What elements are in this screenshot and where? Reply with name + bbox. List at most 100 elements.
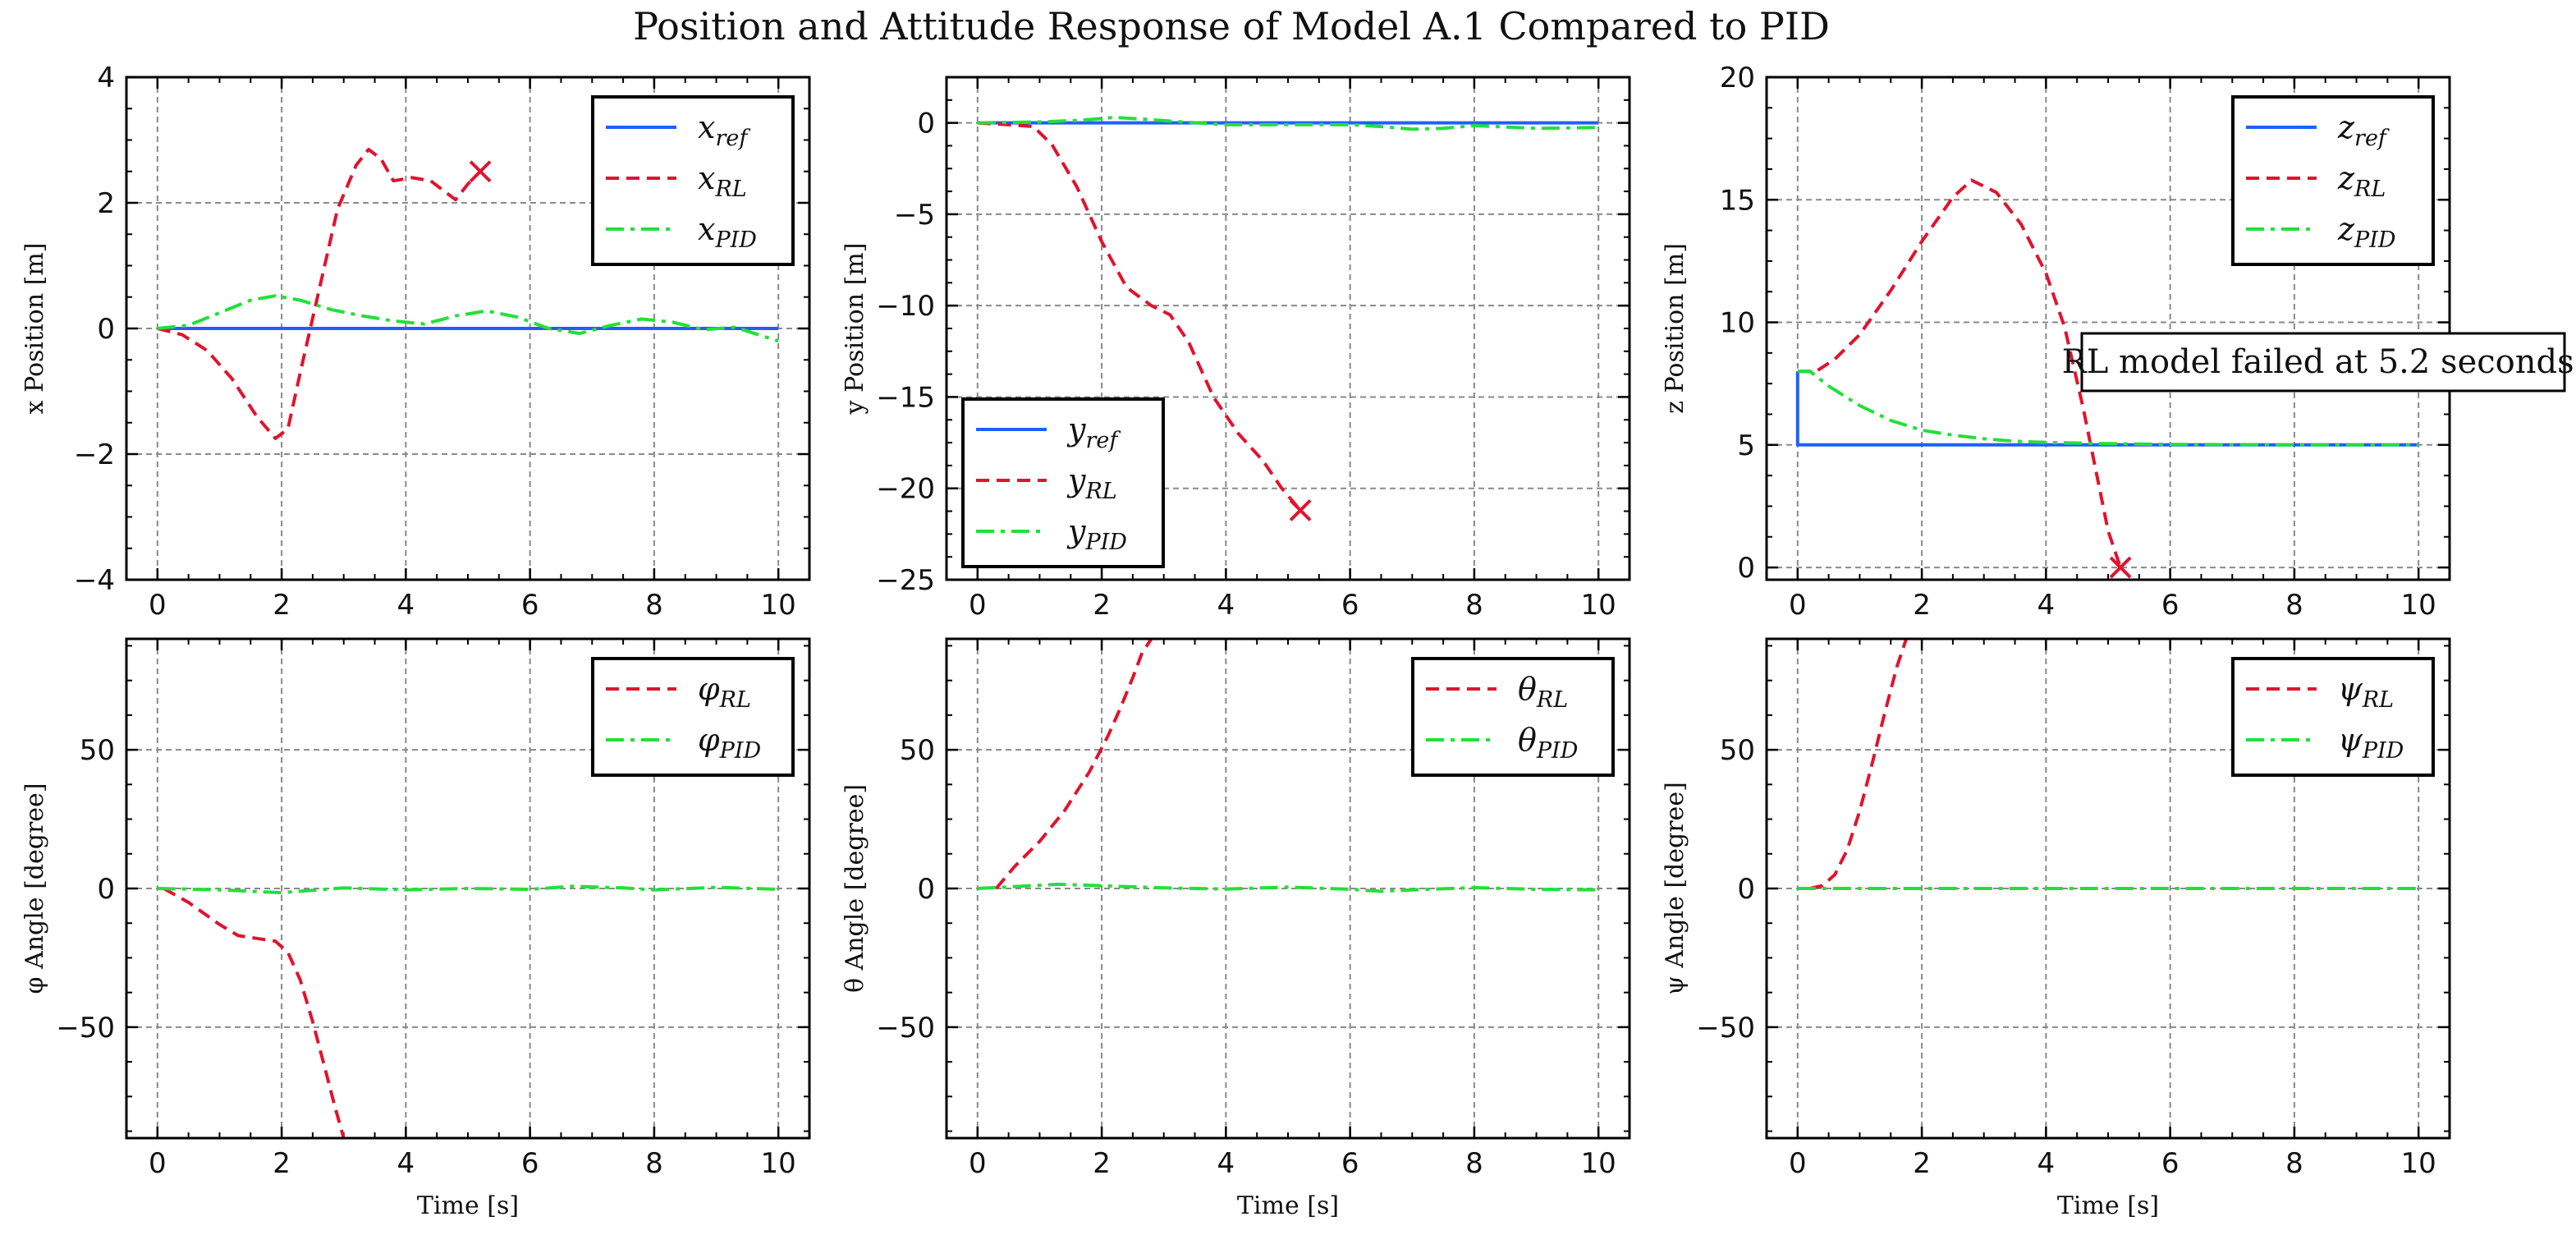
annotation-box bbox=[2080, 332, 2566, 393]
y-tick-label: 50 bbox=[900, 734, 935, 767]
series-line-pid bbox=[157, 294, 779, 343]
legend-entry-subscript: ref bbox=[2354, 126, 2390, 151]
x-tick-label: 4 bbox=[1217, 1147, 1235, 1180]
x-tick-label: 4 bbox=[2037, 589, 2056, 622]
x-tick-label: 10 bbox=[2401, 1147, 2436, 1180]
legend-entry-subscript: PID bbox=[2362, 738, 2404, 764]
plot-frame bbox=[125, 76, 811, 581]
y-tick-label: 50 bbox=[1720, 734, 1755, 767]
series-line-rl bbox=[1797, 178, 2122, 568]
legend-entry-symbol: θ bbox=[1518, 671, 1537, 707]
legend-entry-symbol: φ bbox=[698, 671, 720, 707]
series-line-rl bbox=[157, 148, 482, 440]
legend-entry: xRL bbox=[698, 160, 747, 202]
legend-entry: xref bbox=[698, 109, 750, 151]
annotation-text: RL model failed at 5.2 seconds. bbox=[2062, 343, 2576, 381]
x-tick-label: 0 bbox=[149, 589, 167, 622]
legend-entry: φPID bbox=[698, 722, 761, 764]
y-axis-label: z Position [m] bbox=[1661, 243, 1689, 414]
x-tick-label: 2 bbox=[273, 589, 291, 622]
series-group bbox=[977, 116, 1599, 512]
x-tick-label: 6 bbox=[2161, 1147, 2180, 1180]
x-tick-label: 10 bbox=[761, 1147, 796, 1180]
x-tick-label: 0 bbox=[969, 589, 987, 622]
legend-entry: ψPID bbox=[2338, 722, 2404, 764]
x-tick-label: 4 bbox=[397, 1147, 415, 1180]
x-tick-label: 6 bbox=[2161, 589, 2180, 622]
plot-frame bbox=[945, 76, 1631, 581]
legend-entry: yref bbox=[1066, 411, 1121, 453]
x-tick-label: 0 bbox=[149, 1147, 167, 1180]
x-tick-label: 2 bbox=[1093, 589, 1111, 622]
x-tick-label: 8 bbox=[2285, 1147, 2303, 1180]
y-tick-label: 4 bbox=[97, 62, 115, 94]
plot-frame bbox=[125, 637, 811, 1140]
legend-entry-subscript: RL bbox=[2362, 687, 2394, 713]
legend-entry: ψRL bbox=[2338, 671, 2394, 713]
y-tick-label: 0 bbox=[97, 873, 115, 906]
legend-entry: θPID bbox=[1518, 722, 1579, 764]
failure-marker bbox=[1289, 499, 1312, 521]
x-tick-label: 8 bbox=[2285, 589, 2303, 622]
y-tick-label: −20 bbox=[876, 473, 935, 506]
series-line-rl bbox=[977, 121, 1302, 512]
legend-entry: θRL bbox=[1518, 671, 1568, 713]
y-tick-label: −4 bbox=[74, 564, 115, 597]
legend-entry: yRL bbox=[1066, 462, 1117, 504]
legend-entry-subscript: PID bbox=[719, 738, 762, 764]
failure-annotation: RL model failed at 5.2 seconds. bbox=[2062, 332, 2576, 393]
y-tick-label: 0 bbox=[1737, 552, 1755, 585]
series-line-pid bbox=[977, 116, 1599, 131]
y-tick-label: 0 bbox=[917, 873, 935, 906]
y-tick-label: −5 bbox=[894, 199, 935, 232]
x-tick-label: 8 bbox=[1465, 589, 1483, 622]
x-tick-label: 8 bbox=[1465, 1147, 1483, 1180]
x-tick-label: 6 bbox=[1341, 589, 1359, 622]
x-tick-label: 2 bbox=[273, 1147, 291, 1180]
legend-entry-subscript: RL bbox=[1084, 479, 1116, 504]
legend-entry-symbol: z bbox=[2337, 109, 2355, 145]
series-group bbox=[157, 148, 779, 440]
series-line-rl bbox=[1809, 639, 1909, 890]
y-tick-label: −50 bbox=[876, 1012, 935, 1044]
series-group bbox=[977, 639, 1599, 893]
legend-entry: zRL bbox=[2337, 160, 2386, 202]
legend-entry: xPID bbox=[698, 211, 757, 253]
legend: φRL φPID bbox=[591, 657, 795, 777]
legend-entry-subscript: ref bbox=[715, 126, 750, 151]
x-tick-label: 2 bbox=[1913, 589, 1931, 622]
x-tick-label: 0 bbox=[1789, 1147, 1807, 1180]
legend-box bbox=[591, 95, 795, 266]
plot-frame bbox=[1765, 637, 2451, 1140]
series-group bbox=[1795, 178, 2419, 568]
legend-entry-symbol: x bbox=[698, 211, 715, 247]
x-tick-label: 0 bbox=[1789, 589, 1807, 622]
legend-entry-subscript: RL bbox=[1536, 687, 1568, 713]
series-group bbox=[1797, 639, 2419, 890]
series-line-pid bbox=[977, 882, 1599, 893]
x-tick-label: 8 bbox=[645, 1147, 663, 1180]
legend-entry-subscript: RL bbox=[719, 687, 751, 713]
legend: θRL θPID bbox=[1411, 657, 1615, 777]
legend: ψRL ψPID bbox=[2231, 657, 2435, 777]
y-tick-label: 2 bbox=[97, 187, 115, 220]
x-tick-label: 10 bbox=[1581, 589, 1616, 622]
legend-entry-symbol: x bbox=[698, 160, 715, 196]
figure-title: Position and Attitude Response of Model … bbox=[633, 4, 1830, 48]
y-tick-label: 50 bbox=[80, 734, 115, 767]
y-tick-label: 15 bbox=[1720, 184, 1755, 217]
legend-entry-subscript: RL bbox=[714, 177, 746, 202]
y-tick-label: 0 bbox=[97, 313, 115, 346]
series-group bbox=[157, 884, 779, 1138]
legend-entry-symbol: x bbox=[698, 109, 715, 145]
failure-marker-stroke bbox=[2109, 556, 2132, 579]
legend-box bbox=[591, 657, 795, 777]
y-tick-label: 5 bbox=[1737, 429, 1755, 462]
x-tick-label: 10 bbox=[1581, 1147, 1616, 1180]
series-line-pid bbox=[1797, 370, 2419, 447]
legend-box bbox=[2231, 95, 2435, 266]
series-line-rl bbox=[994, 639, 1153, 890]
legend-entry-symbol: z bbox=[2337, 211, 2355, 247]
